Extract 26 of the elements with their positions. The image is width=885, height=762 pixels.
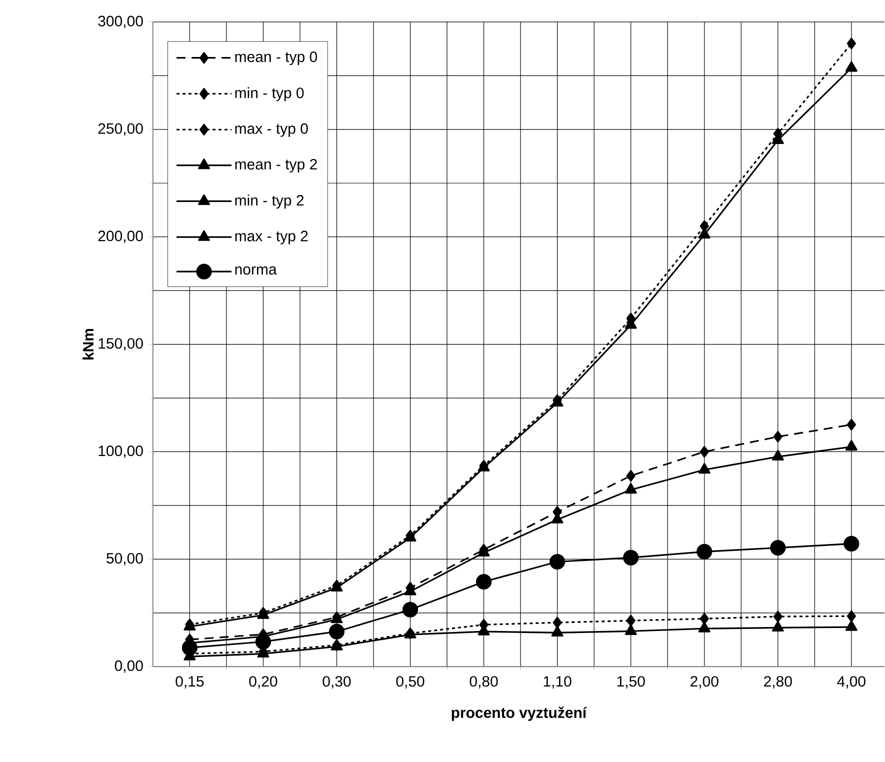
y-tick-label: 250,00	[98, 123, 143, 136]
x-tick-label: 0,20	[249, 676, 278, 689]
x-tick-label: 0,15	[176, 676, 204, 689]
y-tick-label: 150,00	[98, 338, 143, 351]
y-tick-label: 300,00	[98, 16, 143, 28]
y-axis-title: kNm	[82, 329, 94, 360]
x-tick-label: 2,80	[764, 676, 792, 689]
y-tick-label: 200,00	[98, 230, 143, 244]
x-tick-label: 1,50	[617, 676, 645, 689]
x-tick-label: 0,30	[322, 676, 351, 689]
legend-label: min - typ 0	[235, 87, 304, 102]
x-tick-label: 2,00	[690, 676, 718, 689]
legend-label: max - typ 0	[235, 123, 308, 138]
x-tick-label: 0,80	[470, 676, 498, 689]
x-axis-title: procento vyztužení	[452, 706, 587, 722]
y-tick-label: 0,00	[114, 660, 143, 674]
legend-label: mean - typ 0	[235, 52, 318, 66]
legend-label: min - typ 2	[235, 194, 304, 209]
x-tick-label: 4,00	[837, 676, 866, 689]
y-tick-label: 50,00	[106, 553, 143, 566]
legend-label: max - typ 2	[235, 230, 308, 245]
legend-label: mean - typ 2	[235, 159, 317, 173]
x-tick-label: 1,10	[544, 676, 572, 689]
x-tick-label: 0,50	[396, 676, 424, 689]
y-tick-label: 100,00	[98, 446, 143, 458]
legend-label: norma	[235, 266, 277, 275]
